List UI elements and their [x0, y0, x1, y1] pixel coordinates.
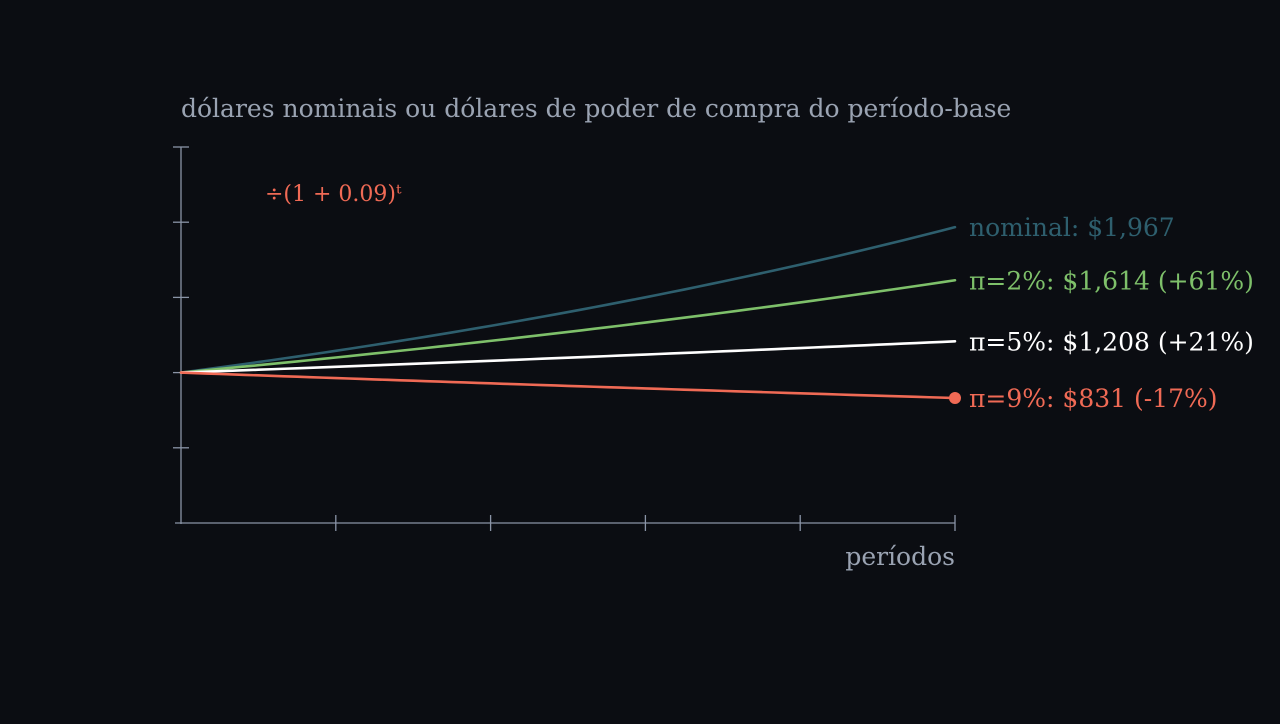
axes: [173, 146, 956, 531]
series-line-nominal: [179, 225, 957, 374]
series-line-pi2: [179, 278, 957, 374]
series-line-pi9: [179, 371, 957, 400]
series-label-pi2: π=2%: $1,614 (+61%): [969, 266, 1254, 295]
series-lines: [179, 225, 961, 405]
x-axis-title: períodos: [845, 542, 955, 571]
series-label-pi9: π=9%: $831 (-17%): [969, 384, 1218, 413]
series-label-nominal: nominal: $1,967: [969, 213, 1175, 242]
y-axis-title: dólares nominais ou dólares de poder de …: [181, 94, 1011, 123]
series-labels: nominal: $1,967 π=2%: $1,614 (+61%) π=5%: …: [969, 213, 1254, 413]
deflator-formula: ÷(1 + 0.09)ᵗ: [265, 182, 402, 207]
series-endpoint-pi9: [949, 392, 961, 405]
series-label-pi5: π=5%: $1,208 (+21%): [969, 327, 1254, 356]
series-line-pi5: [179, 340, 957, 374]
